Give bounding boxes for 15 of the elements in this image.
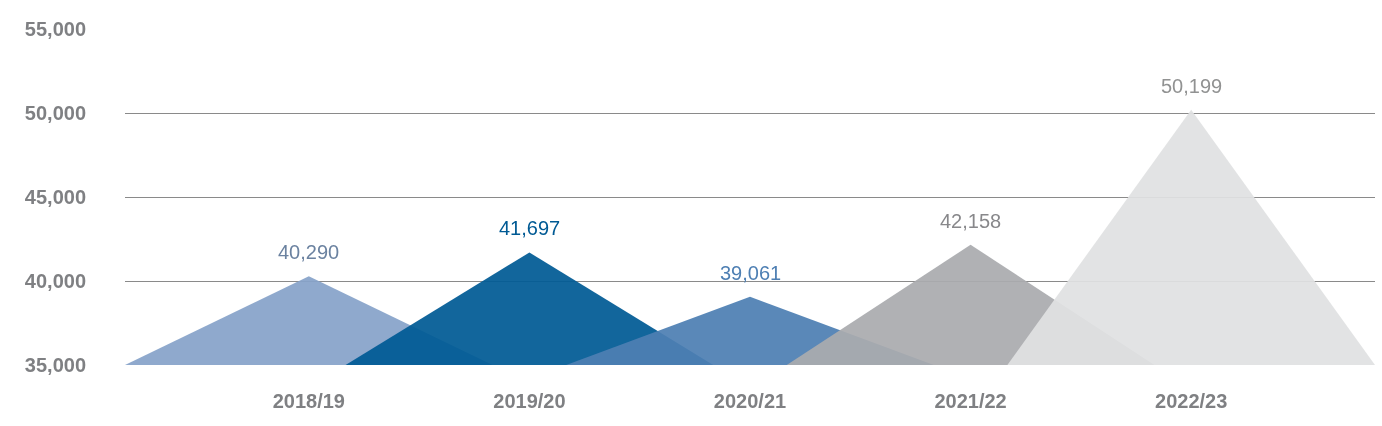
x-tick-label: 2022/23: [1155, 390, 1228, 412]
data-label: 50,199: [1161, 75, 1223, 97]
data-label: 39,061: [720, 262, 782, 284]
x-tick-label: 2019/20: [493, 390, 566, 412]
y-tick-label: 40,000: [24, 270, 86, 292]
y-tick-label: 55,000: [24, 18, 86, 40]
x-tick-label: 2021/22: [934, 390, 1007, 412]
data-label: 42,158: [940, 210, 1002, 232]
y-tick-label: 45,000: [24, 186, 86, 208]
data-label: 41,697: [499, 217, 561, 239]
y-tick-label: 35,000: [24, 354, 86, 376]
y-tick-label: 50,000: [24, 102, 86, 124]
data-label: 40,290: [278, 241, 340, 263]
x-tick-label: 2020/21: [713, 390, 787, 412]
x-tick-label: 2018/19: [272, 390, 345, 412]
